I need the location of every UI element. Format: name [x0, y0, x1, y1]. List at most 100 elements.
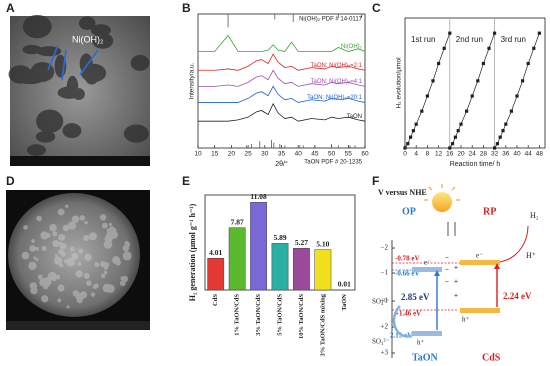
texture [88, 232, 97, 241]
texture [62, 224, 70, 232]
bar [228, 227, 246, 291]
texture [93, 283, 99, 289]
bar [250, 202, 267, 291]
panel-letter: E [182, 174, 190, 188]
series-line [404, 33, 451, 149]
series-line [494, 33, 540, 149]
species-label: SO₄²⁻ [372, 298, 389, 306]
texture [122, 251, 132, 261]
material-label: TaON [412, 352, 439, 363]
data-point [456, 129, 460, 133]
x-tick-label: 5% TaON/CdS [276, 294, 283, 336]
x-tick-label: 8 [426, 151, 430, 158]
series-line [198, 102, 366, 122]
x-tick-label: 16 [446, 151, 454, 158]
svg-text:+: + [454, 278, 458, 286]
svg-text:−: − [445, 278, 449, 286]
series-label: Ni(OH)₂ [341, 44, 363, 50]
x-tick-label: 3% TaON/CdS [255, 294, 262, 336]
axis-label: V versus NHE [378, 188, 427, 197]
texture [77, 262, 82, 266]
texture [103, 270, 108, 275]
data-point [526, 61, 530, 66]
texture [52, 240, 60, 248]
x-tick-label: 24 [469, 151, 477, 158]
x-tick-label: 0 [403, 151, 407, 158]
texture [41, 295, 49, 303]
x-tick-label: 30 [261, 151, 269, 158]
texture [69, 246, 75, 252]
tick-label: +2 [381, 323, 389, 331]
x-tick-label: 3% TaON/CdS mixing [319, 293, 326, 356]
x-tick-label: 50 [328, 151, 336, 158]
x-tick-label: 40 [295, 151, 303, 158]
value-label: 5.89 [273, 233, 286, 242]
texture [84, 220, 88, 225]
texture [115, 259, 121, 266]
electron-label: e⁻ [424, 259, 431, 267]
texture [67, 221, 77, 230]
texture [66, 305, 70, 309]
texture [101, 273, 106, 278]
data-point [470, 94, 474, 98]
level-label: +1.46 eV [395, 310, 421, 318]
texture [62, 123, 82, 139]
material-label: CdS [482, 352, 501, 363]
series-label: 2nd run [456, 35, 483, 44]
texture [121, 275, 129, 283]
texture [27, 144, 46, 156]
texture [92, 32, 114, 49]
plot-frame [404, 17, 546, 149]
x-tick-label: 20 [228, 151, 236, 158]
value-label: 5.10 [316, 239, 329, 248]
texture [35, 258, 39, 262]
series-label: TaON [347, 114, 362, 120]
data-point [459, 122, 463, 126]
data-point [431, 79, 435, 83]
panel-letter: B [182, 1, 191, 15]
texture [58, 249, 65, 255]
value-label: 7.87 [231, 217, 244, 226]
x-tick-label: 35 [278, 151, 286, 158]
x-tick-label: 20 [457, 151, 465, 158]
panel-letter: A [6, 1, 15, 15]
bar [207, 258, 225, 291]
texture [90, 292, 96, 297]
y-axis-label: Intensity/a.u. [189, 62, 196, 99]
series-line [198, 53, 366, 71]
texture [55, 274, 61, 280]
texture [58, 233, 66, 241]
texture [72, 290, 80, 297]
x-axis-label: 2θ/° [275, 160, 288, 168]
data-point [521, 79, 525, 83]
texture [54, 254, 58, 258]
texture [104, 234, 113, 243]
texture [36, 215, 42, 222]
texture [101, 222, 108, 229]
data-point [493, 31, 497, 35]
value-label: 4.01 [209, 248, 222, 257]
texture [52, 231, 58, 237]
data-point [425, 94, 429, 98]
texture [66, 257, 76, 267]
level-label: -0.66 eV [395, 270, 420, 278]
data-point [537, 31, 541, 35]
x-tick-label: 15 [211, 151, 219, 158]
data-point [406, 142, 410, 146]
texture [30, 62, 55, 82]
texture [59, 242, 67, 250]
data-point [515, 94, 519, 98]
texture [22, 14, 52, 39]
band-diagram: V versus NHE −2 −1 +1 +2 +3 OP RP -0.78 … [372, 184, 539, 363]
data-point [453, 135, 457, 139]
x-tick-label: 25 [244, 151, 252, 158]
data-point [448, 31, 452, 35]
series-line [198, 85, 366, 103]
data-point [501, 129, 505, 133]
texture [84, 253, 92, 261]
data-point [498, 135, 502, 139]
bar [314, 249, 332, 291]
texture [47, 271, 57, 281]
texture [99, 214, 107, 221]
texture [79, 215, 86, 221]
